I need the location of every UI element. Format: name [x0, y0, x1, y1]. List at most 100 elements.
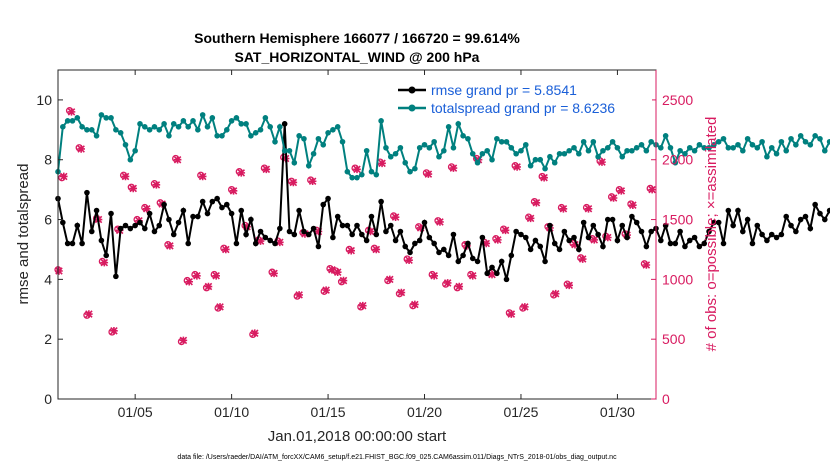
rmse-point — [69, 240, 76, 247]
rmse-point — [325, 195, 331, 202]
y-left-tick-label: 2 — [44, 331, 52, 347]
rmse-point — [812, 201, 818, 208]
totalspread-point — [262, 115, 269, 121]
obs-assimilated-point — [501, 226, 510, 235]
totalspread-point — [614, 144, 621, 151]
rmse-point — [98, 237, 105, 244]
rmse-point — [744, 216, 751, 223]
totalspread-point — [629, 147, 635, 154]
obs-assimilated-point — [559, 204, 568, 213]
totalspread-point — [773, 150, 780, 157]
rmse-point — [262, 234, 269, 241]
totalspread-point — [175, 124, 182, 130]
rmse-point — [146, 210, 153, 217]
rmse-point — [301, 228, 307, 235]
totalspread-point — [272, 138, 278, 145]
obs-assimilated-point — [262, 165, 271, 174]
obs-assimilated-point — [416, 224, 425, 232]
rmse-point — [243, 231, 249, 238]
totalspread-point — [204, 124, 211, 130]
obs-assimilated-point — [243, 222, 251, 231]
rmse-point — [585, 234, 592, 241]
rmse-point — [88, 228, 95, 235]
totalspread-point — [600, 147, 606, 154]
totalspread-point — [185, 124, 192, 130]
rmse-point — [190, 213, 196, 220]
rmse-point — [807, 225, 814, 232]
rmse-point — [334, 213, 341, 220]
totalspread-point — [330, 127, 336, 133]
rmse-point — [817, 210, 823, 217]
rmse-point — [590, 222, 597, 229]
rmse-point — [460, 252, 466, 259]
rmse-point — [344, 222, 351, 229]
obs-assimilated-point — [526, 214, 535, 223]
totalspread-point — [797, 133, 804, 139]
obs-assimilated-point — [204, 282, 213, 291]
obs-assimilated-point — [405, 256, 413, 265]
rmse-point — [518, 231, 524, 238]
totalspread-point — [402, 159, 409, 166]
obs-assimilated-point — [603, 233, 612, 242]
rmse-point — [64, 240, 71, 247]
rmse-point — [416, 237, 423, 244]
totalspread-point — [363, 147, 370, 154]
totalspread-point — [686, 144, 693, 151]
rmse-point — [715, 219, 722, 226]
rmse-point — [498, 258, 505, 265]
totalspread-point — [561, 150, 568, 157]
totalspread-point — [281, 147, 288, 154]
rmse-point — [156, 222, 163, 229]
rmse-point — [706, 228, 712, 235]
obs-assimilated-point — [494, 236, 502, 244]
rmse-point — [272, 240, 278, 247]
totalspread-point — [166, 133, 172, 139]
rmse-point — [566, 237, 572, 244]
obs-assimilated-point — [436, 218, 444, 226]
totalspread-point — [720, 135, 727, 142]
totalspread-point — [648, 138, 654, 145]
totalspread-point — [84, 127, 90, 133]
obs-assimilated-point — [521, 303, 529, 311]
obs-assimilated-point — [237, 169, 246, 177]
rmse-point — [696, 243, 703, 250]
totalspread-point — [518, 147, 524, 154]
rmse-point — [604, 216, 611, 223]
y-right-tick-label: 500 — [662, 331, 686, 347]
totalspread-point — [349, 174, 355, 181]
rmse-point — [551, 240, 558, 247]
obs-assimilated-point — [411, 300, 419, 309]
rmse-point — [489, 264, 495, 271]
rmse-point — [127, 225, 134, 232]
rmse-point — [633, 219, 640, 226]
totalspread-point — [759, 138, 765, 145]
totalspread-point — [233, 115, 240, 121]
totalspread-point — [503, 138, 510, 145]
totalspread-point — [498, 138, 505, 145]
obs-assimilated-point — [229, 187, 238, 195]
obs-assimilated-point — [424, 170, 433, 178]
rmse-point — [392, 237, 399, 244]
obs-assimilated-point — [482, 239, 491, 248]
totalspread-point — [527, 162, 534, 169]
obs-assimilated-point — [314, 227, 323, 236]
obs-assimilated-point — [629, 201, 637, 209]
rmse-point — [720, 240, 727, 247]
obs-assimilated-point — [185, 277, 193, 286]
totalspread-point — [238, 121, 245, 127]
rmse-point — [233, 240, 240, 247]
rmse-point — [730, 222, 736, 229]
totalspread-point — [494, 135, 500, 142]
rmse-point — [600, 243, 606, 250]
obs-assimilated-point — [100, 258, 109, 267]
totalspread-point — [373, 171, 380, 178]
rmse-point — [195, 213, 201, 220]
legend: rmse grand pr = 5.8541 totalspread grand… — [392, 75, 652, 116]
totalspread-point — [624, 147, 630, 154]
totalspread-point — [571, 144, 577, 151]
obs-assimilated-point — [328, 265, 336, 274]
rmse-point — [691, 234, 698, 241]
y-left-tick-label: 10 — [36, 92, 52, 108]
rmse-point — [199, 198, 206, 205]
obs-assimilated-point — [142, 204, 151, 213]
